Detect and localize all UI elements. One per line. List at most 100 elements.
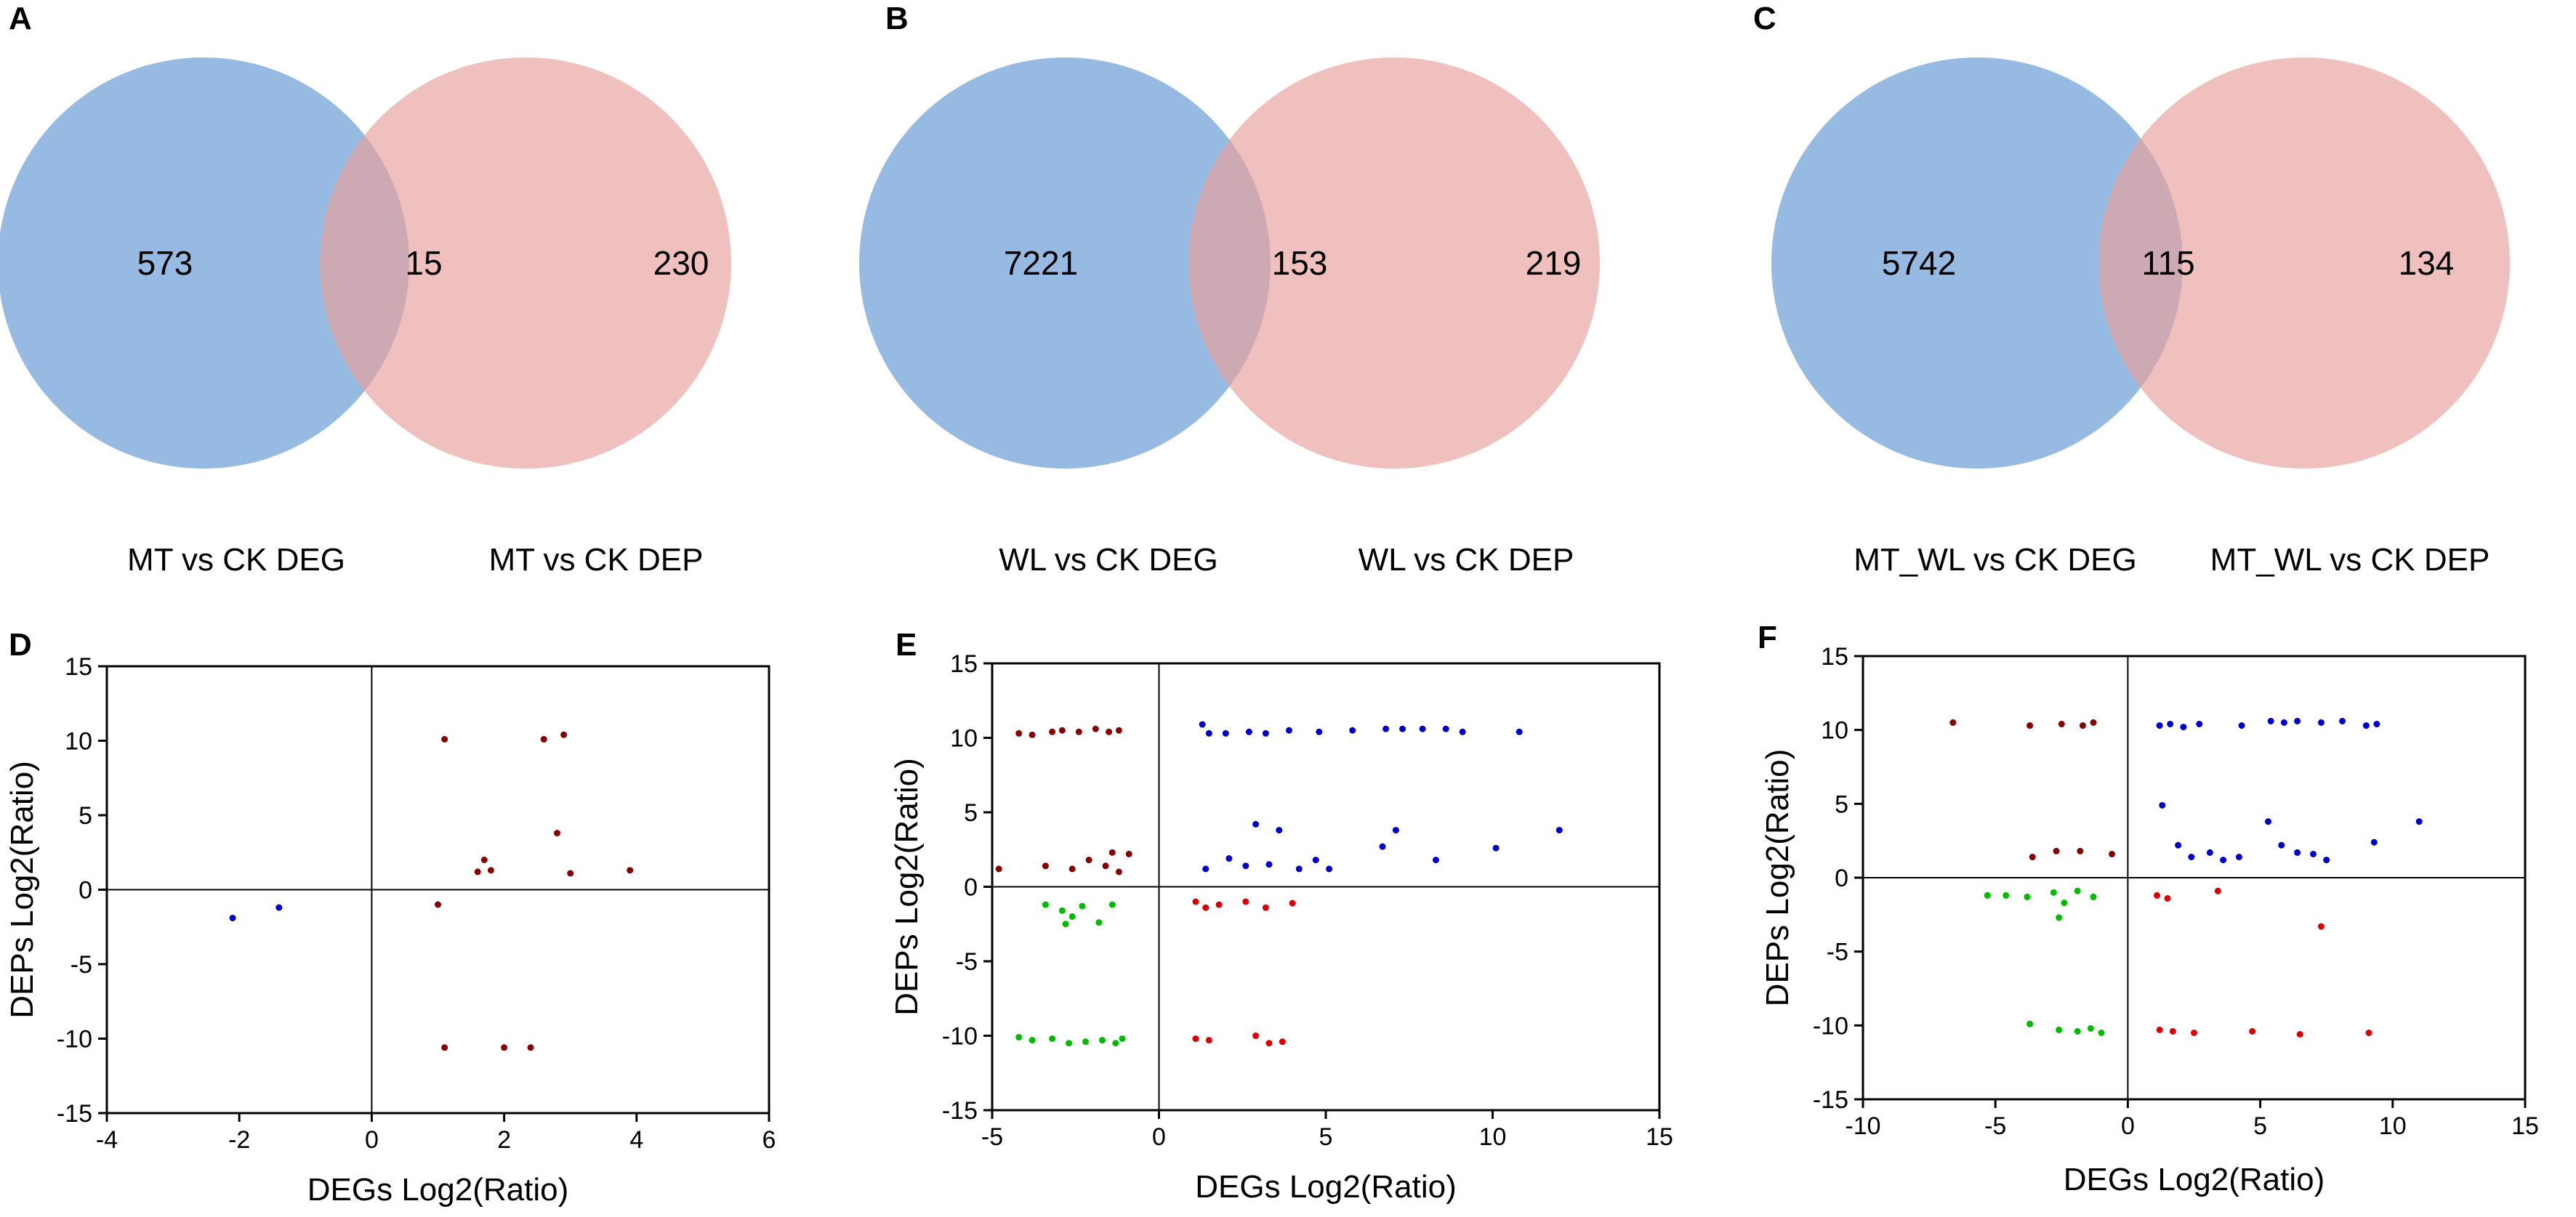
point-darkred [1092,725,1099,732]
point-blue [2294,717,2301,724]
x-tick-label: 6 [762,1126,776,1154]
point-red [1265,1040,1273,1047]
point-darkred [1115,868,1122,876]
point-blue [1245,728,1252,735]
point-green [2090,893,2097,900]
point-blue [2156,722,2163,729]
point-blue [275,904,283,911]
point-red [2164,894,2171,902]
point-blue [1326,865,1333,873]
point-green [1108,901,1116,908]
y-tick-label: -15 [57,1100,92,1128]
point-blue [2188,854,2195,861]
point-green [1066,1040,1073,1047]
y-axis-label: DEPs Log2(Ratio) [889,758,925,1016]
point-blue [1432,857,1439,864]
point-blue [1225,855,1233,862]
point-blue [2235,854,2242,861]
point-darkred [560,731,568,738]
point-blue [2309,850,2317,857]
panel-label-c: C [1753,1,1776,36]
venn-b-right-label: WL vs CK DEP [1359,542,1574,578]
point-darkred [1106,728,1113,735]
point-blue [2339,717,2346,724]
point-green [1119,1035,1126,1043]
point-blue [2317,719,2325,726]
point-darkred [1029,731,1036,738]
venn-a: A 573 15 230 MT vs CK DEG MT vs CK DEP [0,1,731,578]
point-darkred [1115,727,1122,734]
point-green [2056,914,2063,921]
point-darkred [2109,850,2116,857]
point-darkred [441,1044,448,1051]
venn-c-right-label: MT_WL vs CK DEP [2210,542,2490,578]
point-green [2056,1026,2063,1033]
point-darkred [2058,721,2065,728]
y-tick-label: -5 [956,948,978,976]
y-tick-label: 15 [950,650,978,678]
y-axis-label: DEPs Log2(Ratio) [1760,749,1795,1007]
point-blue [229,914,236,921]
venn-a-right-label: MT vs CK DEP [488,542,703,578]
point-blue [1312,857,1319,864]
point-green [1049,1035,1056,1043]
point-darkred [2053,847,2060,854]
venn-c-right-count: 134 [2399,244,2455,282]
point-blue [1492,844,1500,852]
y-axis-label: DEPs Log2(Ratio) [4,761,40,1019]
point-blue [2265,818,2272,825]
x-axis-label: DEGs Log2(Ratio) [2064,1162,2325,1197]
point-blue [2370,838,2378,846]
point-blue [1222,729,1229,737]
point-darkred [2079,722,2086,729]
venn-c-overlap-count: 115 [2141,244,2194,282]
venn-c: C 5742 115 134 MT_WL vs CK DEG MT_WL vs … [1753,1,2510,578]
point-blue [1202,865,1209,873]
x-tick-label: -5 [1984,1112,2006,1140]
point-red [1242,898,1249,905]
point-blue [2180,724,2187,731]
x-tick-label: 15 [1646,1123,1673,1151]
panel-label-a: A [9,1,32,36]
point-darkred [1108,849,1116,856]
point-darkred [1125,850,1132,857]
venn-c-dep-circle [2098,57,2510,469]
point-blue [1442,725,1449,732]
x-axis-label: DEGs Log2(Ratio) [307,1172,568,1208]
point-darkred [553,830,560,837]
point-blue [2373,721,2380,728]
y-tick-label: 15 [65,653,92,681]
point-darkred [2026,722,2034,729]
point-red [1192,898,1199,905]
x-tick-label: 10 [1479,1123,1507,1151]
point-darkred [1049,728,1056,735]
point-blue [1349,727,1356,734]
y-tick-label: -15 [1813,1086,1848,1114]
point-darkred [1085,857,1092,864]
x-tick-label: 0 [1152,1123,1166,1151]
point-green [2074,1027,2081,1035]
point-darkred [435,901,441,908]
point-blue [2294,849,2301,856]
point-red [1192,1035,1199,1043]
point-green [1095,919,1103,926]
venn-b-left-count: 7221 [1004,244,1078,282]
venn-c-left-count: 5742 [1882,244,1956,282]
point-darkred [1015,729,1023,737]
x-tick-label: -4 [96,1126,118,1154]
point-green [2024,893,2031,900]
point-blue [1262,729,1269,737]
point-blue [2415,818,2423,825]
point-blue [2280,719,2287,726]
panel-label-b: B [885,1,909,36]
point-red [1202,904,1209,911]
venn-b-right-count: 219 [1526,244,1582,282]
point-green [1112,1040,1119,1047]
point-red [2191,1030,2197,1036]
x-tick-label: 0 [365,1126,379,1154]
venn-b-deg-circle [859,57,1271,469]
point-green [2061,899,2068,907]
point-red [1205,1037,1212,1044]
x-tick-label: 4 [629,1126,643,1154]
point-blue [2206,849,2213,856]
